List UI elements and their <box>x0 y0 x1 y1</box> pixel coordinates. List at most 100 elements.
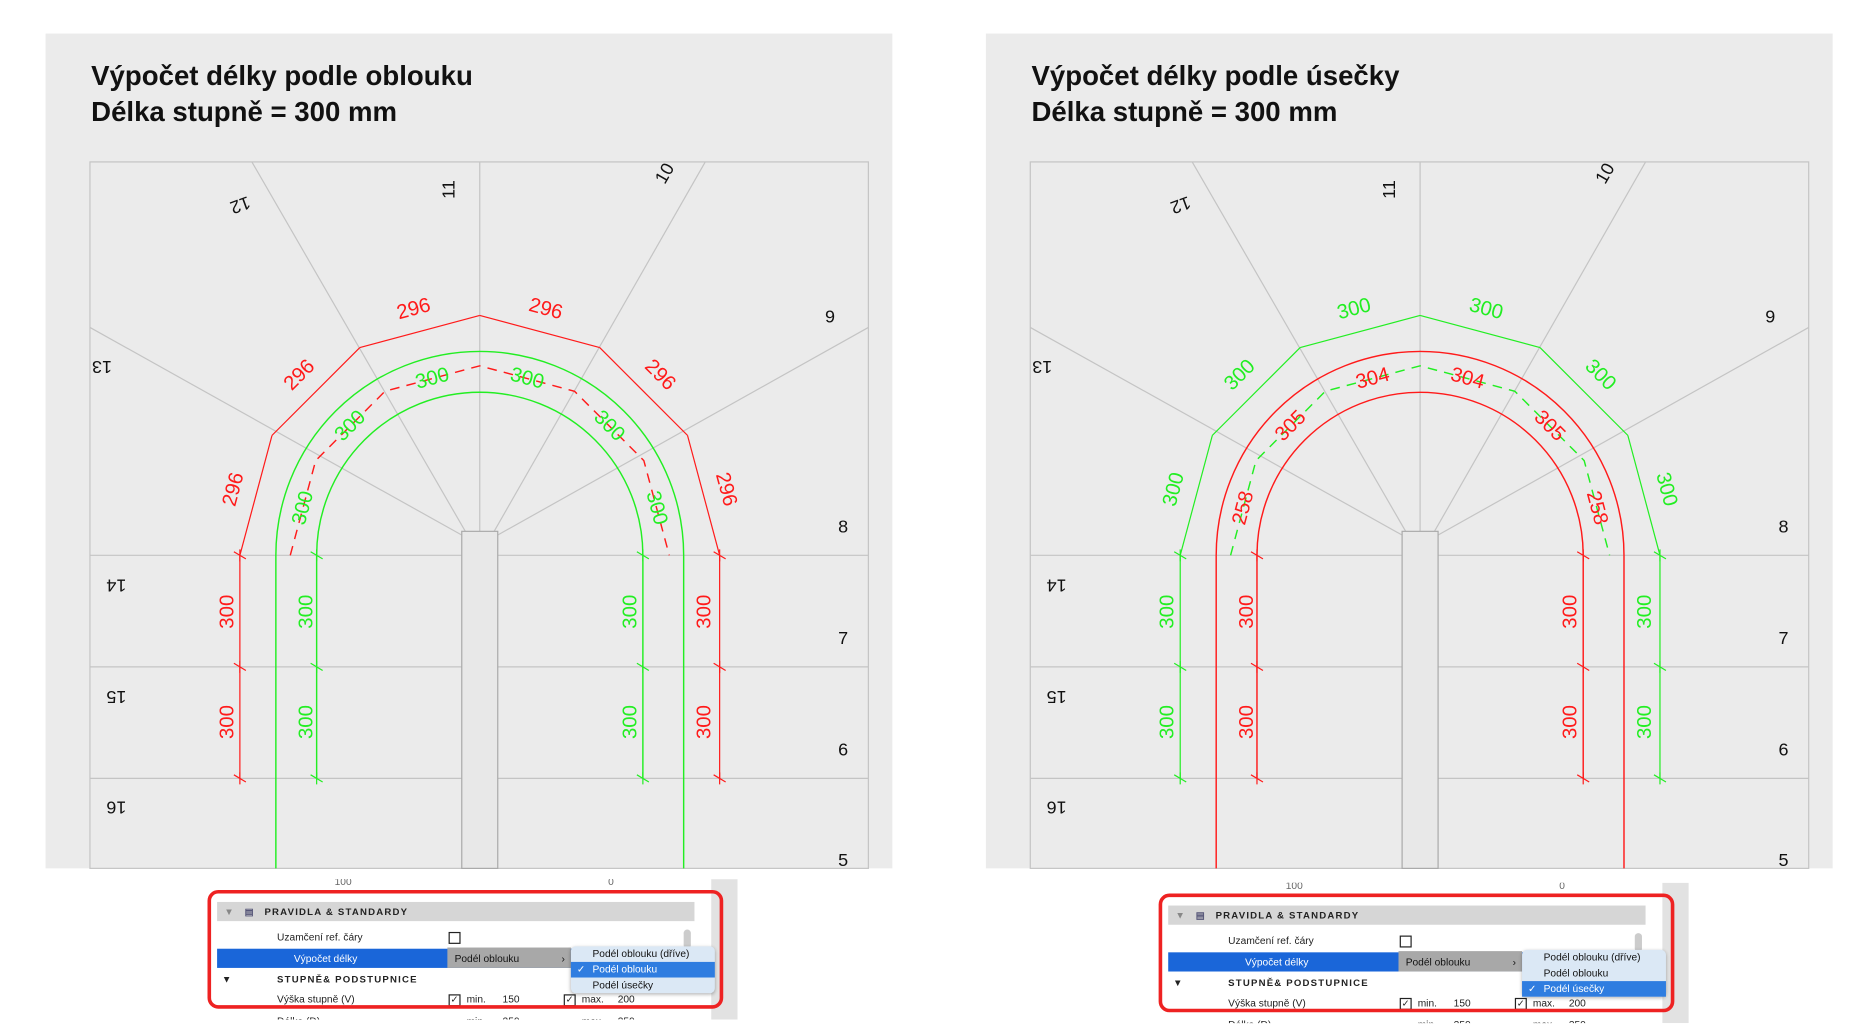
option-2[interactable]: Podél úsečky <box>571 978 715 994</box>
outer-dimension-label: 296 <box>219 470 249 509</box>
step-number: 8 <box>838 516 848 536</box>
scrollbar[interactable] <box>1634 933 1642 953</box>
dimension-tick <box>1576 772 1590 785</box>
winder-line <box>89 326 471 541</box>
riser-min-checkbox[interactable]: ✓ <box>448 994 461 1007</box>
collapse-triangle-icon[interactable]: ▼ <box>1173 976 1184 988</box>
step-number: 11 <box>439 180 459 199</box>
dimension-tick <box>1173 549 1187 562</box>
option-label: Podél oblouku <box>592 963 658 976</box>
length-calc-label: Výpočet délky <box>1244 955 1309 968</box>
step-number: 6 <box>1778 740 1788 760</box>
option-label: Podél úsečky <box>1543 982 1605 995</box>
outer-dimension-label: 300 <box>1220 355 1260 395</box>
riser-max-value[interactable]: 200 <box>1568 996 1586 1009</box>
option-2[interactable]: ✓ Podél úsečky <box>1522 981 1666 997</box>
tread-max-value[interactable]: 350 <box>618 1015 635 1020</box>
step-number: 6 <box>838 740 848 760</box>
outer-dimension-label: 300 <box>1651 470 1681 509</box>
dimension-line <box>1179 435 1213 556</box>
riser-max-checkbox[interactable]: ✓ <box>1514 997 1527 1010</box>
step-number: 15 <box>106 687 126 707</box>
section-title: STUPNĚ& PODSTUPNICE <box>277 973 418 985</box>
section-treads-risers[interactable]: ▼ STUPNĚ& PODSTUPNICE <box>200 969 737 988</box>
inner-dimension-label: 300 <box>641 489 671 528</box>
winder-line <box>488 161 706 541</box>
option-label: Podél oblouku (dříve) <box>1543 951 1641 964</box>
riser-min-value[interactable]: 150 <box>502 993 520 1006</box>
dimension-tick <box>1576 549 1590 562</box>
step-number: 15 <box>1047 687 1067 707</box>
chevron-right-icon: › <box>561 951 565 964</box>
option-label: Podél úsečky <box>592 978 654 991</box>
outer-straight-label: 300 <box>694 595 716 629</box>
dimension-tick <box>1173 660 1187 673</box>
title-line-2: Délka stupně = 300 mm <box>91 95 398 128</box>
stair-settings-panel: 100 0 ▼ ▤ PRAVIDLA & STANDARDY Uzamčení ref… <box>200 879 738 1020</box>
outer-dimension-label: 300 <box>1581 355 1621 395</box>
tread-length-row: Délka (D) min. 250 max. 350 <box>1151 1015 1688 1023</box>
tread-max-value[interactable]: 350 <box>1569 1018 1586 1023</box>
step-number: 16 <box>106 797 126 817</box>
rules-icon: ▤ <box>244 906 255 917</box>
outer-dimension-label: 300 <box>1467 294 1506 324</box>
outer-dimension-label: 296 <box>280 355 320 395</box>
step-number: 12 <box>227 192 253 218</box>
lock-ref-line-checkbox[interactable] <box>1399 935 1412 948</box>
collapse-triangle-icon[interactable]: ▼ <box>221 973 233 985</box>
section-treads-risers[interactable]: ▼ STUPNĚ& PODSTUPNICE <box>1151 973 1688 992</box>
dimension-line <box>359 314 480 349</box>
inner-straight-label: 300 <box>1560 705 1582 739</box>
step-number: 5 <box>1778 850 1788 870</box>
tread-length-label: Délka (D) <box>1228 1018 1271 1023</box>
tread-min-value[interactable]: 250 <box>1454 1018 1471 1023</box>
collapse-triangle-icon[interactable]: ▼ <box>1175 909 1187 921</box>
outer-straight-label: 300 <box>216 705 238 739</box>
lock-ref-line-row[interactable]: Uzamčení ref. čáry <box>1151 931 1688 950</box>
outer-dimension-label: 300 <box>1159 470 1189 509</box>
top-value-2: 0 <box>608 879 614 888</box>
outer-dimension-label: 296 <box>526 294 565 324</box>
scrollbar[interactable] <box>683 929 691 949</box>
winder-line <box>1429 326 1809 541</box>
step-number: 16 <box>1047 797 1067 817</box>
dimension-line <box>1627 435 1661 556</box>
title-line-2: Délka stupně = 300 mm <box>1031 95 1338 128</box>
length-calc-value: Podél oblouku <box>454 951 520 964</box>
winder-line <box>489 326 869 541</box>
outer-dimension-label: 300 <box>1335 294 1374 324</box>
length-calc-dropdown[interactable]: Podél oblouku › <box>1398 951 1523 972</box>
dimension-tick <box>1653 549 1667 562</box>
partial-row: 100 0 <box>1151 883 1688 895</box>
lock-ref-line-checkbox[interactable] <box>448 931 461 944</box>
option-1[interactable]: ✓ Podél oblouku <box>570 961 715 978</box>
dimension-tick <box>233 549 247 562</box>
section-title: PRAVIDLA & STANDARDY <box>264 906 409 917</box>
dimension-tick <box>636 660 650 673</box>
inner-straight-label: 300 <box>1560 595 1582 629</box>
riser-max-value[interactable]: 200 <box>617 993 635 1006</box>
collapse-triangle-icon[interactable]: ▼ <box>224 906 235 917</box>
max-label: max. <box>1533 1018 1555 1023</box>
dimension-line <box>1211 347 1301 436</box>
outer-straight-label: 300 <box>1634 705 1656 739</box>
section-rules-standards[interactable]: ▼ ▤ PRAVIDLA & STANDARDY <box>217 901 695 922</box>
option-1[interactable]: Podél oblouku <box>1522 966 1666 982</box>
rules-icon: ▤ <box>1195 909 1206 921</box>
section-rules-standards[interactable]: ▼ ▤ PRAVIDLA & STANDARDY <box>1168 905 1646 925</box>
inner-dimension-label: 258 <box>1228 489 1258 528</box>
riser-min-value[interactable]: 150 <box>1453 996 1471 1009</box>
inner-dimension-label: 304 <box>1353 364 1392 394</box>
outer-straight-label: 300 <box>1157 595 1179 629</box>
inner-straight-label: 300 <box>295 595 317 629</box>
lock-ref-line-row[interactable]: Uzamčení ref. čáry <box>200 927 737 946</box>
option-0[interactable]: Podél oblouku (dříve) <box>571 946 715 962</box>
riser-max-checkbox[interactable]: ✓ <box>563 994 576 1007</box>
step-number: 13 <box>1032 357 1052 377</box>
option-0[interactable]: Podél oblouku (dříve) <box>1522 950 1666 966</box>
length-calc-dropdown[interactable]: Podél oblouku › <box>447 947 571 968</box>
tread-min-value[interactable]: 250 <box>503 1015 520 1020</box>
riser-min-checkbox[interactable]: ✓ <box>1399 997 1412 1010</box>
